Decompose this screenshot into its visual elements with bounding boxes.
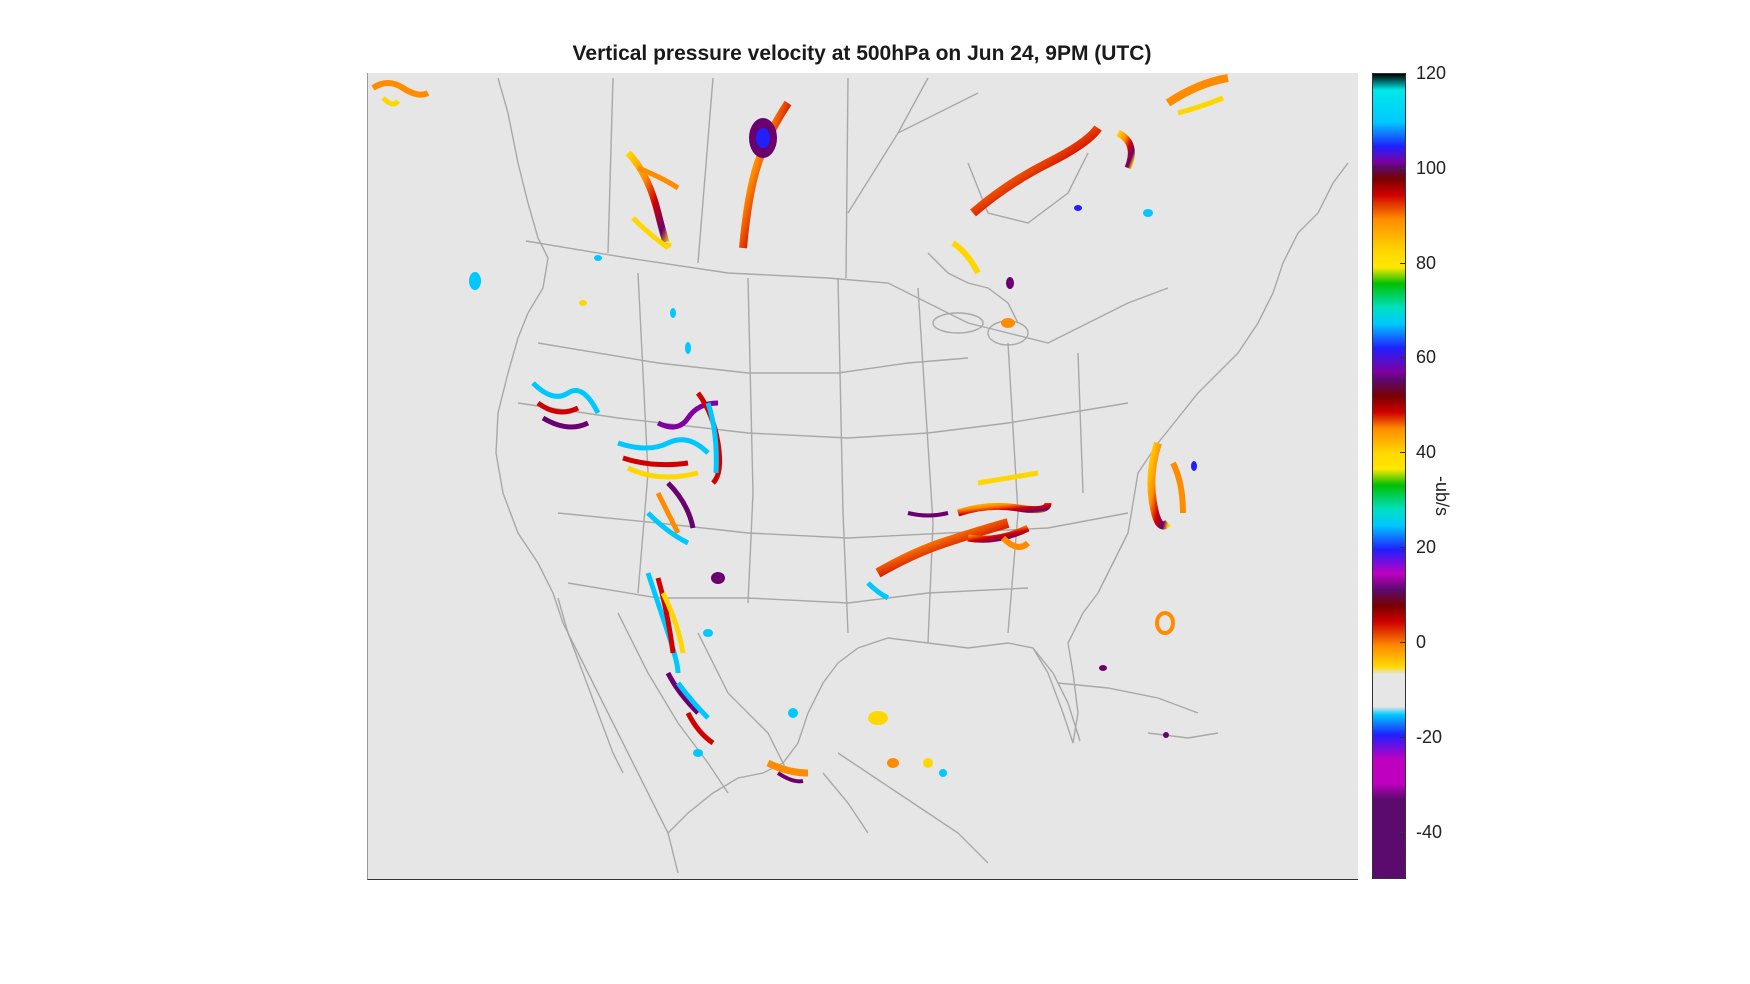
colorbar-tick-label: 80 (1416, 252, 1437, 273)
colorbar-tick-mark (1400, 641, 1406, 643)
colorbar-tick-label: 120 (1416, 63, 1447, 83)
colorbar-tick-label: 100 (1416, 157, 1447, 178)
velocity-field (371, 74, 1229, 784)
colorbar-scale (1373, 74, 1405, 878)
colorbar-tick-mark (1400, 73, 1406, 74)
figure-title: Vertical pressure velocity at 500hPa on … (572, 42, 1152, 65)
map-panel (367, 73, 1358, 880)
colorbar-tick-mark (1400, 831, 1406, 833)
map-canvas (371, 74, 1349, 874)
colorbar-tick-label: 20 (1416, 537, 1437, 558)
map-boundaries (495, 77, 1349, 874)
colorbar-tick-label: 40 (1416, 442, 1437, 463)
colorbar-label: -ub/s (1432, 476, 1452, 517)
colorbar-tick-mark (1400, 262, 1406, 264)
colorbar-tick-mark (1400, 547, 1406, 549)
colorbar-tick-mark (1400, 736, 1406, 738)
colorbar (1372, 73, 1406, 879)
colorbar-tick-label: -20 (1416, 726, 1443, 747)
colorbar-tick-label: -40 (1416, 821, 1443, 842)
colorbar-tick-mark (1400, 357, 1406, 359)
colorbar-tick-label: 0 (1416, 631, 1427, 652)
colorbar-tick-label: 60 (1416, 347, 1437, 368)
colorbar-tick-mark (1400, 167, 1406, 169)
colorbar-tick-mark (1400, 452, 1406, 454)
